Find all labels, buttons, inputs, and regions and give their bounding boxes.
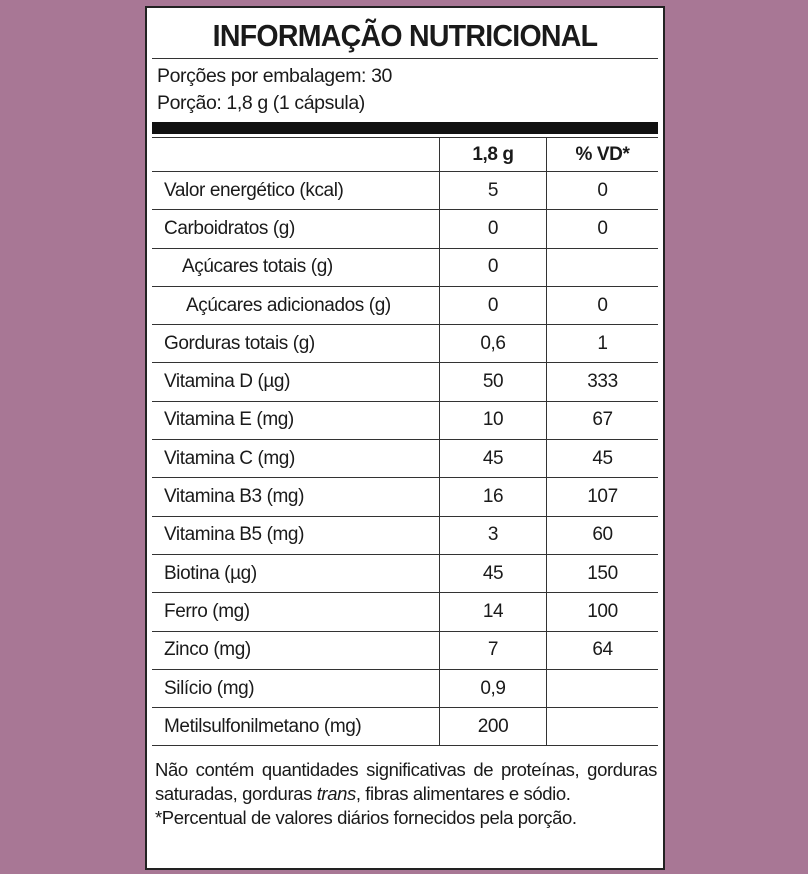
nutrient-row: Biotina (µg) 45 150 xyxy=(152,553,658,594)
amount: 10 xyxy=(439,400,547,441)
nutrient-name: Gorduras totais (g) xyxy=(152,324,440,364)
daily-value: 107 xyxy=(546,477,658,517)
amount: 3 xyxy=(439,515,547,555)
nutrition-panel: INFORMAÇÃO NUTRICIONAL Porções por embal… xyxy=(145,6,665,870)
nutrient-row: Açúcares totais (g) 0 xyxy=(152,247,658,287)
daily-value: 100 xyxy=(546,592,658,632)
nutrient-name: Açúcares adicionados (g) xyxy=(152,285,440,326)
nutrient-name: Vitamina E (mg) xyxy=(152,400,440,441)
amount: 0 xyxy=(439,285,547,326)
column-header: % VD* xyxy=(546,137,658,172)
vd-note: *Percentual de valores diários fornecido… xyxy=(155,807,577,828)
daily-value: 1 xyxy=(546,324,658,364)
amount: 0 xyxy=(439,247,547,287)
amount: 14 xyxy=(439,592,547,632)
serving-size: Porção: 1,8 g (1 cápsula) xyxy=(157,92,365,114)
nutrient-row: Zinco (mg) 7 64 xyxy=(152,630,658,670)
nutrient-row: Vitamina B5 (mg) 3 60 xyxy=(152,515,658,555)
nutrient-row: Metilsulfonilmetano (mg) 200 xyxy=(152,707,658,747)
note-italic: trans xyxy=(316,783,357,804)
nutrient-name: Biotina (µg) xyxy=(152,553,440,594)
nutrient-row: Vitamina C (mg) 45 45 xyxy=(152,439,658,479)
nutrient-name: Vitamina C (mg) xyxy=(152,439,440,479)
amount: 45 xyxy=(439,553,547,594)
column-header: 1,8 g xyxy=(439,137,547,172)
footnotes: Não contém quantidades significativas de… xyxy=(155,758,657,830)
daily-value xyxy=(546,707,658,747)
daily-value: 0 xyxy=(546,285,658,326)
nutrient-row: Carboidratos (g) 0 0 xyxy=(152,209,658,249)
nutrient-row: Valor energético (kcal) 5 0 xyxy=(152,170,658,211)
daily-value: 333 xyxy=(546,362,658,402)
nutrient-row: Silício (mg) 0,9 xyxy=(152,668,658,709)
daily-value: 45 xyxy=(546,439,658,479)
daily-value xyxy=(546,247,658,287)
rule xyxy=(152,58,658,59)
thick-rule xyxy=(152,122,658,134)
daily-value: 60 xyxy=(546,515,658,555)
daily-value: 150 xyxy=(546,553,658,594)
servings-per-package: Porções por embalagem: 30 xyxy=(157,65,392,87)
daily-value: 64 xyxy=(546,630,658,670)
amount: 7 xyxy=(439,630,547,670)
note-text: Não contém quantidades significativas de… xyxy=(155,759,657,804)
note-text: , fibras alimentares e sódio. xyxy=(355,783,571,804)
note: Não contém quantidades significativas de… xyxy=(155,758,657,806)
daily-value: 67 xyxy=(546,400,658,441)
daily-value: 0 xyxy=(546,170,658,211)
amount: 50 xyxy=(439,362,547,402)
blank-header xyxy=(152,137,440,172)
nutrient-name: Vitamina B3 (mg) xyxy=(152,477,440,517)
nutrition-table: 1,8 g % VD* Valor energético (kcal) 5 0 Car… xyxy=(152,137,658,747)
amount: 0 xyxy=(439,209,547,249)
nutrient-row: Açúcares adicionados (g) 0 0 xyxy=(152,285,658,326)
nutrient-name: Carboidratos (g) xyxy=(152,209,440,249)
header-row: 1,8 g % VD* xyxy=(152,137,658,172)
amount: 16 xyxy=(439,477,547,517)
nutrient-name: Açúcares totais (g) xyxy=(152,247,440,287)
amount: 200 xyxy=(439,707,547,747)
amount: 45 xyxy=(439,439,547,479)
nutrient-name: Valor energético (kcal) xyxy=(152,170,440,211)
amount: 0,9 xyxy=(439,668,547,709)
nutrient-row: Ferro (mg) 14 100 xyxy=(152,592,658,632)
daily-value: 0 xyxy=(546,209,658,249)
nutrient-row: Vitamina E (mg) 10 67 xyxy=(152,400,658,441)
nutrient-row: Vitamina B3 (mg) 16 107 xyxy=(152,477,658,517)
nutrient-name: Vitamina B5 (mg) xyxy=(152,515,440,555)
title: INFORMAÇÃO NUTRICIONAL xyxy=(212,18,598,53)
nutrient-row: Gorduras totais (g) 0,6 1 xyxy=(152,324,658,364)
nutrient-row: Vitamina D (µg) 50 333 xyxy=(152,362,658,402)
nutrient-name: Metilsulfonilmetano (mg) xyxy=(152,707,440,747)
amount: 0,6 xyxy=(439,324,547,364)
nutrient-name: Vitamina D (µg) xyxy=(152,362,440,402)
nutrient-name: Silício (mg) xyxy=(152,668,440,709)
nutrient-name: Zinco (mg) xyxy=(152,630,440,670)
daily-value xyxy=(546,668,658,709)
nutrient-name: Ferro (mg) xyxy=(152,592,440,632)
amount: 5 xyxy=(439,170,547,211)
